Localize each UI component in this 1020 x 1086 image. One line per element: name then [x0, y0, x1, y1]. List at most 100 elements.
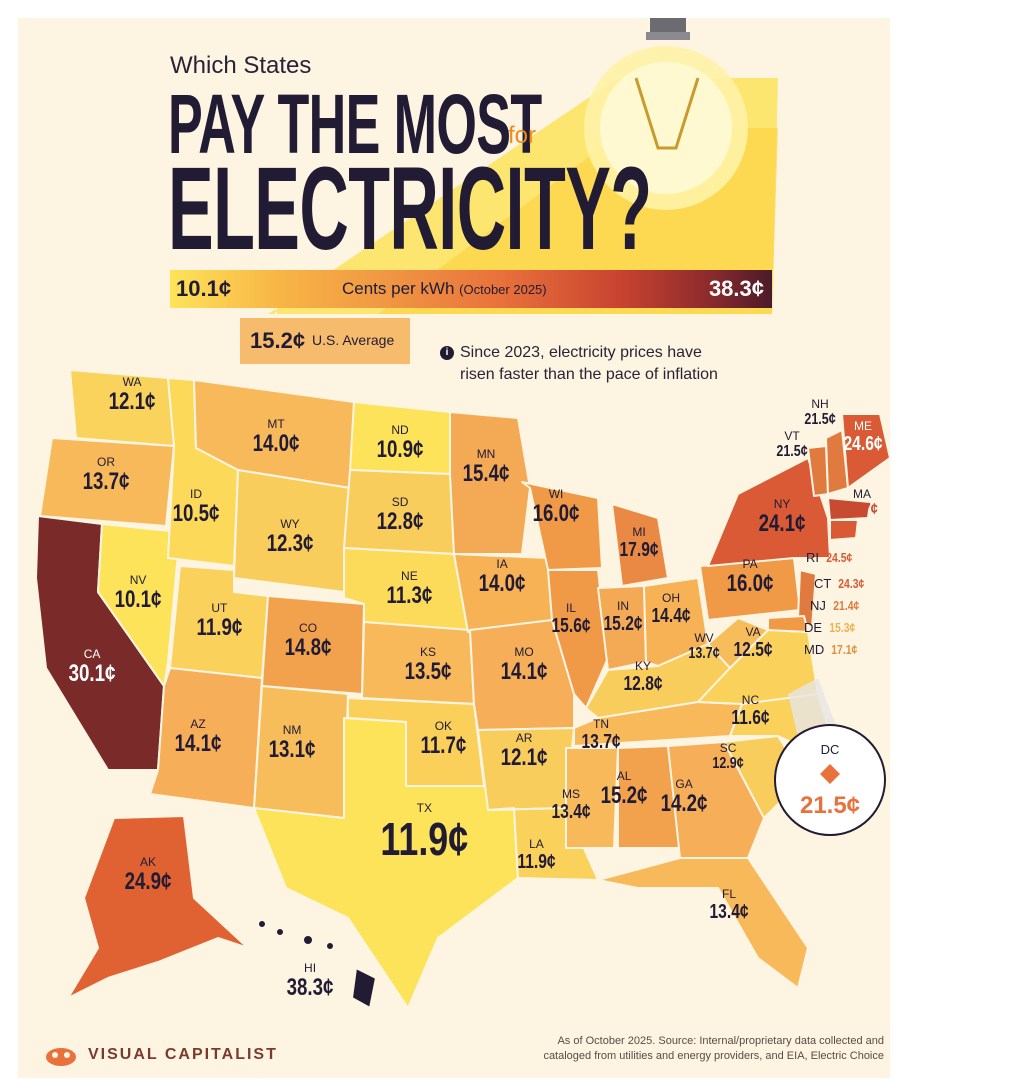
label-NV: NV 10.1¢: [108, 574, 168, 612]
label-abbr: NE: [401, 569, 418, 583]
label-IA: IA 14.0¢: [472, 558, 532, 596]
state-AK: [67, 815, 249, 999]
label-price: 24.6¢: [843, 433, 883, 455]
label-price: 11.6¢: [731, 707, 770, 729]
label-abbr: WI: [548, 487, 564, 501]
label-price: 15.2¢: [600, 782, 648, 809]
label-abbr: WA: [122, 375, 142, 389]
label-price: 12.5¢: [733, 639, 773, 661]
scale-date: (October 2025): [459, 282, 547, 297]
label-abbr: DE: [804, 620, 823, 635]
label-RI: RI 24.5¢: [806, 550, 855, 565]
label-abbr: NC: [741, 693, 760, 707]
label-TN: TN 13.7¢: [576, 718, 626, 752]
label-abbr: IA: [496, 557, 508, 571]
label-price: 15.6¢: [551, 615, 591, 637]
label-SC: SC 12.9¢: [708, 742, 748, 772]
label-abbr: MS: [562, 787, 581, 801]
label-SD: SD 12.8¢: [370, 496, 430, 534]
label-AK: AK 24.9¢: [118, 856, 178, 894]
label-abbr: AR: [515, 731, 533, 745]
label-price: 13.5¢: [404, 658, 452, 685]
label-price: 11.3¢: [386, 582, 433, 609]
label-OR: OR 13.7¢: [76, 456, 136, 494]
label-AZ: AZ 14.1¢: [168, 718, 228, 756]
label-abbr: WY: [280, 517, 300, 531]
state-NY: [707, 457, 831, 567]
label-KS: KS 13.5¢: [398, 646, 458, 684]
state-NV: [97, 523, 181, 687]
label-price: 14.1¢: [174, 730, 222, 757]
label-UT: UT 11.9¢: [190, 602, 249, 640]
label-price: 16.0¢: [532, 500, 580, 527]
label-price: 21.4¢: [832, 598, 859, 613]
dc-callout: DC 21.5¢: [774, 724, 886, 836]
label-CA: CA 30.1¢: [62, 648, 122, 686]
label-abbr: ND: [391, 423, 409, 437]
label-FL: FL 13.4¢: [704, 888, 754, 922]
label-price: 13.4¢: [709, 901, 749, 923]
label-abbr: MI: [632, 525, 646, 539]
label-WY: WY 12.3¢: [260, 518, 320, 556]
label-price: 10.9¢: [376, 436, 424, 463]
label-price: 21.5¢: [804, 411, 836, 428]
dc-price: 21.5¢: [799, 792, 861, 819]
label-price: 11.9¢: [196, 614, 243, 641]
us-average-value: 15.2¢: [250, 328, 306, 353]
label-price: 11.7¢: [420, 732, 467, 759]
label-MS: MS 13.4¢: [546, 788, 596, 822]
us-map: [35, 369, 890, 1009]
label-NJ: NJ 21.4¢: [810, 598, 862, 613]
label-KY: KY 12.8¢: [618, 660, 668, 694]
label-price: 12.9¢: [712, 755, 744, 772]
color-scale-legend: 10.1¢ Cents per kWh (October 2025) 38.3¢: [170, 270, 772, 308]
label-DE: DE 15.3¢: [804, 620, 858, 635]
label-abbr: NY: [773, 497, 791, 511]
label-IN: IN 15.2¢: [598, 600, 648, 634]
state-HI: [257, 919, 377, 1009]
state-NJ: [797, 569, 817, 629]
pre-title: Which States: [170, 52, 312, 79]
source-line1: As of October 2025. Source: Internal/pro…: [557, 1035, 884, 1047]
label-abbr: CA: [83, 647, 101, 661]
label-GA: GA 14.2¢: [654, 778, 714, 816]
lightbulb-icon: [584, 18, 748, 210]
label-abbr: PA: [742, 557, 758, 571]
label-price: 24.9¢: [124, 868, 172, 895]
label-abbr: CT: [814, 576, 832, 591]
label-price: 30.1¢: [68, 660, 116, 687]
label-abbr: HI: [304, 961, 317, 975]
state-MN: [449, 411, 531, 555]
label-price: 14.8¢: [284, 634, 332, 661]
label-TX: TX 11.9¢: [368, 802, 481, 862]
state-GA: [667, 741, 765, 859]
label-NY: NY 24.1¢: [752, 498, 812, 536]
infographic: Which States PAY THE MOST for ELECTRICIT…: [18, 18, 890, 1078]
headline-line2: ELECTRICITY?: [168, 143, 652, 275]
label-abbr: TX: [416, 801, 432, 815]
label-NC: NC 11.6¢: [726, 694, 775, 728]
state-OR: [39, 437, 175, 527]
dc-callout-beam: [788, 678, 840, 738]
label-abbr: UT: [211, 601, 228, 615]
label-abbr: NJ: [810, 598, 826, 613]
note-text: Since 2023, electricity prices have rise…: [460, 342, 800, 386]
label-abbr: GA: [675, 777, 693, 791]
label-abbr: RI: [806, 550, 819, 565]
label-AR: AR 12.1¢: [494, 732, 554, 770]
label-abbr: ID: [190, 487, 203, 501]
label-price: 12.3¢: [266, 530, 314, 557]
label-price: 13.7¢: [581, 731, 621, 753]
label-MN: MN 15.4¢: [456, 448, 516, 486]
headline-line1: PAY THE MOST: [168, 77, 542, 171]
label-price: 13.1¢: [268, 736, 316, 763]
label-price: 14.4¢: [651, 605, 691, 627]
label-abbr: KS: [420, 645, 437, 659]
state-ME: [841, 413, 890, 489]
label-ID: ID 10.5¢: [166, 488, 226, 526]
label-NM: NM 13.1¢: [262, 724, 322, 762]
label-abbr: NV: [129, 573, 147, 587]
label-price: 11.9¢: [380, 813, 469, 865]
dc-shape: [820, 764, 840, 784]
state-MI: [611, 503, 669, 587]
